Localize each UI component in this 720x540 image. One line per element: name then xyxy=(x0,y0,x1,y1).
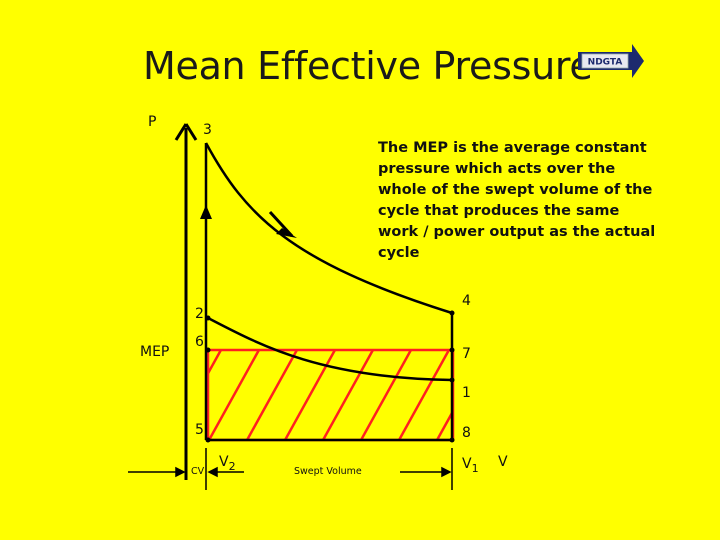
volume-axis-label: V xyxy=(498,454,508,470)
point-4-label: 4 xyxy=(462,293,471,309)
v2-label: V2 xyxy=(219,454,236,473)
mep-label: MEP xyxy=(140,344,170,360)
mep-hatch-area xyxy=(208,350,453,440)
point-1-label: 1 xyxy=(462,385,471,401)
compression-curve xyxy=(207,316,453,382)
point-8-label: 8 xyxy=(462,425,471,441)
mep-description: The MEP is the average constant pressure… xyxy=(378,140,656,261)
v1-label: V1 xyxy=(462,456,479,475)
pressure-axis-label: P xyxy=(148,114,157,130)
point-7-label: 7 xyxy=(462,346,471,362)
slide-title: Mean Effective Pressure xyxy=(143,44,593,88)
expansion-curve xyxy=(204,142,453,315)
logo-plate xyxy=(581,53,629,69)
cv-label: CV xyxy=(191,466,205,477)
up-arrow-marker xyxy=(200,205,212,219)
logo-text: NDGTA xyxy=(588,58,623,68)
volume-markers xyxy=(128,448,453,490)
point-3-label: 3 xyxy=(203,122,212,138)
state-points xyxy=(205,310,455,443)
point-2-label: 2 xyxy=(195,306,204,322)
pressure-axis-arrowhead xyxy=(174,123,188,141)
cycle-path xyxy=(204,142,454,442)
point-5-label: 5 xyxy=(195,422,204,438)
point-6-label: 6 xyxy=(195,334,204,350)
swept-volume-label: Swept Volume xyxy=(294,466,362,477)
ndgta-logo: NDGTA xyxy=(578,44,644,78)
